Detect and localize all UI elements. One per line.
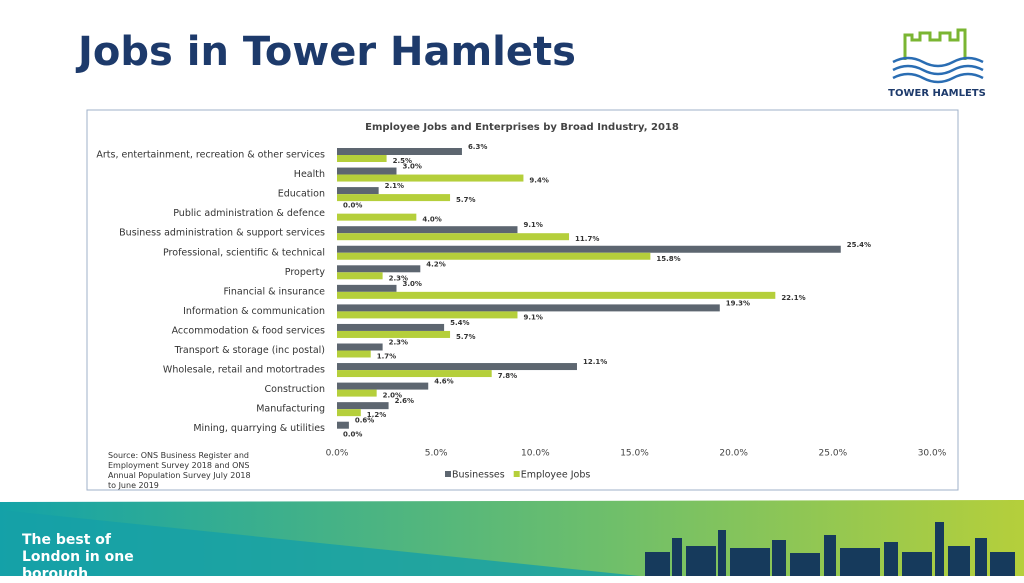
bar — [337, 155, 387, 162]
x-tick-label: 10.0% — [521, 449, 550, 459]
bar — [337, 187, 379, 195]
footer-band-teal — [0, 510, 640, 576]
x-tick-label: 5.0% — [425, 449, 448, 459]
value-label: 3.0% — [403, 163, 422, 171]
value-label: 3.0% — [403, 280, 422, 288]
value-label: 15.8% — [656, 255, 680, 263]
category-label: Education — [278, 189, 325, 200]
value-label: 2.6% — [395, 397, 414, 405]
source-note: Source: ONS Business Register and Employ… — [108, 451, 251, 490]
bar — [337, 252, 651, 260]
value-label: 9.1% — [523, 221, 542, 229]
x-tick-label: 20.0% — [719, 449, 748, 459]
value-label: 11.7% — [575, 235, 599, 243]
bar — [337, 343, 383, 351]
legend-label: Businesses — [452, 470, 505, 481]
value-label: 5.4% — [450, 319, 469, 327]
value-label: 1.2% — [367, 411, 386, 419]
category-label: Financial & insurance — [224, 286, 326, 297]
bar — [337, 330, 451, 338]
value-label: 1.7% — [377, 353, 396, 361]
bar — [337, 233, 570, 241]
value-label: 0.0% — [343, 202, 362, 210]
skyline — [645, 522, 1015, 576]
bar — [337, 382, 429, 390]
value-label: 9.4% — [529, 177, 548, 185]
bar — [337, 194, 451, 202]
bar — [337, 363, 577, 371]
bar — [337, 284, 397, 292]
bar — [337, 370, 492, 378]
chart-frame — [86, 109, 959, 491]
category-label: Construction — [265, 384, 326, 395]
value-label: 5.7% — [456, 333, 475, 341]
bar — [337, 167, 397, 175]
legend-swatch — [513, 471, 520, 477]
category-label: Manufacturing — [256, 404, 325, 415]
bar — [337, 174, 524, 182]
category-label: Public administration & defence — [173, 208, 325, 219]
value-label: 12.1% — [583, 358, 607, 366]
x-tick-label: 15.0% — [620, 449, 649, 459]
x-tick-label: 30.0% — [918, 449, 947, 459]
bar — [337, 272, 383, 280]
value-label: 2.3% — [389, 339, 408, 347]
value-label: 0.6% — [355, 417, 374, 425]
bar — [337, 213, 417, 221]
value-label: 2.3% — [389, 274, 408, 282]
value-label: 4.2% — [426, 260, 445, 268]
legend-label: Employee Jobs — [521, 470, 591, 481]
value-label: 2.0% — [383, 392, 402, 400]
bar — [337, 311, 518, 319]
logo-text: TOWER HAMLETS — [888, 88, 986, 99]
page-title: Jobs in Tower Hamlets — [75, 29, 576, 75]
value-label: 5.7% — [456, 196, 475, 204]
bar — [337, 323, 445, 331]
chart-title: Employee Jobs and Enterprises by Broad I… — [365, 122, 679, 133]
bar — [337, 226, 518, 234]
x-tick-label: 0.0% — [326, 449, 349, 459]
category-label: Mining, quarrying & utilities — [193, 423, 325, 434]
value-label: 2.1% — [385, 182, 404, 190]
category-label: Wholesale, retail and motortrades — [163, 365, 325, 376]
value-label: 7.8% — [498, 372, 517, 380]
value-label: 4.6% — [434, 378, 453, 386]
bar — [337, 304, 720, 312]
category-label: Information & communication — [183, 306, 325, 317]
category-label: Accommodation & food services — [172, 325, 325, 336]
category-label: Health — [294, 169, 325, 180]
bar — [337, 148, 462, 155]
value-label: 6.3% — [468, 143, 487, 151]
value-label: 4.0% — [422, 216, 441, 224]
bar — [337, 389, 377, 397]
value-label: 22.1% — [781, 294, 805, 302]
category-label: Arts, entertainment, recreation & other … — [96, 150, 325, 161]
bar — [337, 421, 349, 429]
x-tick-label: 25.0% — [819, 449, 848, 459]
value-label: 0.0% — [343, 431, 362, 439]
bar — [337, 245, 841, 253]
category-label: Professional, scientific & technical — [163, 247, 325, 258]
bar — [337, 402, 389, 410]
bar — [337, 291, 776, 299]
bar — [337, 409, 361, 417]
category-label: Property — [285, 267, 326, 278]
category-label: Transport & storage (inc postal) — [174, 345, 325, 356]
value-label: 19.3% — [726, 299, 750, 307]
value-label: 2.5% — [393, 157, 412, 165]
category-label: Business administration & support servic… — [119, 228, 325, 239]
bar — [337, 350, 371, 358]
bar — [337, 265, 421, 273]
legend-swatch — [445, 471, 451, 477]
value-label: 25.4% — [847, 241, 871, 249]
value-label: 9.1% — [523, 313, 542, 321]
logo: TOWER HAMLETS — [888, 28, 986, 99]
footer-tagline: The best of London in one borough — [22, 532, 134, 582]
